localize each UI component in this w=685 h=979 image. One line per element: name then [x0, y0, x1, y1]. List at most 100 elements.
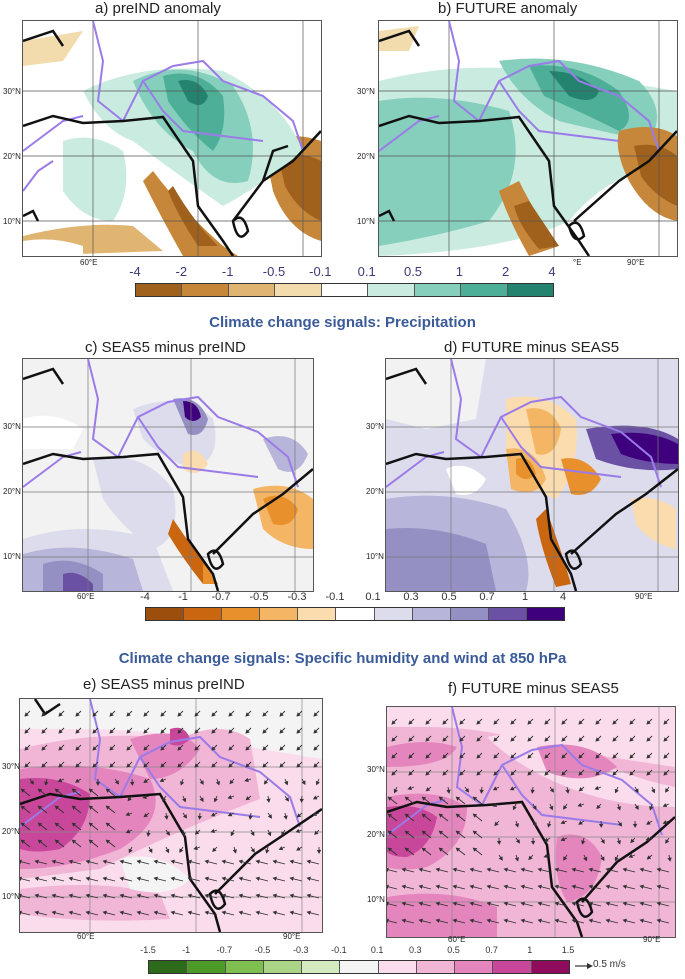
wind-vector-head — [170, 859, 175, 864]
wind-vector-head — [232, 849, 237, 854]
wind-vector-head — [581, 840, 586, 845]
wind-vector-head — [493, 771, 498, 776]
precip_signal-label-9: 0.7 — [479, 591, 495, 603]
wind-vector-head — [136, 910, 141, 915]
wind-vector-head — [435, 901, 440, 906]
wind-vector-head — [629, 720, 634, 725]
wind-vector-head — [238, 893, 243, 898]
humidity_signal-label-5: -0.1 — [331, 945, 347, 955]
wind-vector-head — [520, 901, 525, 906]
precip_signal-label-8: 0.5 — [441, 591, 457, 603]
wind-vector-head — [105, 822, 111, 827]
humidity_signal-label-4: -0.3 — [292, 945, 309, 955]
wind-vector-head — [404, 847, 410, 852]
wind-vector-head — [472, 830, 478, 835]
wind-vector-head — [646, 754, 651, 759]
wind-vector-head — [238, 876, 243, 881]
wind-vector-head — [20, 822, 26, 827]
wind-vector-head — [281, 831, 286, 836]
wind-vector-head — [594, 785, 599, 791]
wind-vector-head — [391, 720, 396, 725]
wind-vector-head — [204, 859, 209, 864]
wind-vector-head — [595, 771, 600, 776]
wind-vector-head — [408, 754, 413, 759]
wind-vector-head — [459, 754, 464, 759]
wind-vector-head — [228, 729, 233, 734]
wind-vector-head — [663, 720, 668, 725]
precip_signal-segment-8 — [450, 608, 489, 620]
humidity_signal-label-3: -0.5 — [254, 945, 271, 955]
wind-vector-head — [496, 840, 502, 845]
panel-b-title: b) FUTURE anomaly — [438, 0, 578, 17]
wind-vector-head — [71, 788, 77, 793]
wind-vector-head — [177, 746, 182, 751]
wind-vector-head — [245, 746, 250, 751]
wind-vector-head — [105, 788, 111, 793]
wind-vector-head — [554, 884, 559, 889]
wind-vector-head — [146, 832, 151, 837]
wind-vector-head — [187, 859, 192, 864]
wind-vector-head — [486, 918, 491, 923]
wind-vector-head — [272, 876, 277, 881]
wind-vector-head — [578, 720, 583, 725]
wind-vector-head — [109, 763, 114, 768]
wind-vector-head — [54, 805, 60, 810]
wind-vector-head — [527, 737, 532, 742]
precip_signal-segment-2 — [222, 608, 261, 620]
precip_signal-segment-9 — [488, 608, 527, 620]
wind-vector-head — [645, 836, 650, 842]
wind-vector-head — [296, 813, 302, 818]
wind-vector-head — [54, 839, 60, 844]
wind-vector-head — [629, 771, 634, 776]
wind-vector-head — [459, 737, 464, 742]
wind-vector-head — [565, 789, 570, 794]
wind-vector-head — [199, 797, 204, 803]
wind-vector-head — [105, 839, 111, 844]
wind-vector-head — [221, 910, 226, 915]
wind-vector-head — [37, 788, 43, 793]
wind-vector-head — [510, 720, 515, 725]
wind-vector-head — [560, 820, 566, 825]
wind-vector-head — [126, 729, 131, 734]
wind-vector-head — [455, 813, 461, 818]
wind-vector-head — [509, 786, 515, 791]
wind-vector-head — [476, 737, 481, 742]
anomaly-label-7: 1 — [455, 264, 463, 279]
wind-vector-head — [476, 720, 481, 725]
wind-vector-head — [37, 805, 43, 810]
wind-vector-head — [665, 788, 670, 793]
wind-vector-head — [136, 859, 141, 864]
wind-vector-head — [210, 812, 216, 817]
humidity_signal-segment-3 — [263, 961, 303, 973]
wind-vector-head — [408, 771, 413, 776]
humidity_signal-label-10: 1 — [527, 945, 533, 955]
wind-vector-head — [24, 763, 29, 768]
wind-vector-head — [51, 859, 56, 864]
wind-vector-head — [544, 837, 549, 842]
wind-vector-head — [425, 754, 430, 759]
wind-vector-head — [503, 867, 508, 872]
wind-vector-head — [211, 763, 216, 768]
wind-vector-head — [578, 754, 583, 759]
wind-vector-head — [267, 814, 272, 819]
wind-vector-head — [646, 720, 651, 725]
wind-vector-head — [279, 763, 284, 768]
wind-vector-head — [227, 812, 233, 817]
wind-vector-head — [212, 847, 217, 852]
wind-vector-head — [88, 839, 94, 844]
wind-vector-head — [58, 712, 63, 717]
wind-vector-head — [221, 893, 226, 898]
wind-vector-head — [284, 797, 290, 802]
wind-vector-head — [279, 729, 284, 734]
wind-vector-head — [20, 876, 22, 881]
wind-vector-head — [228, 746, 233, 751]
wind-vector-head — [435, 867, 440, 872]
wind-vector-head — [44, 781, 49, 786]
panel-b-lat-30: 30°N — [357, 87, 375, 96]
wind-vector-head — [563, 805, 568, 810]
wind-vector-head — [649, 806, 654, 811]
wind-vector-head — [634, 788, 639, 794]
wind-vector-head — [170, 910, 175, 915]
humidity_signal-label-9: 0.7 — [485, 945, 498, 955]
wind-vector-head — [560, 837, 566, 842]
